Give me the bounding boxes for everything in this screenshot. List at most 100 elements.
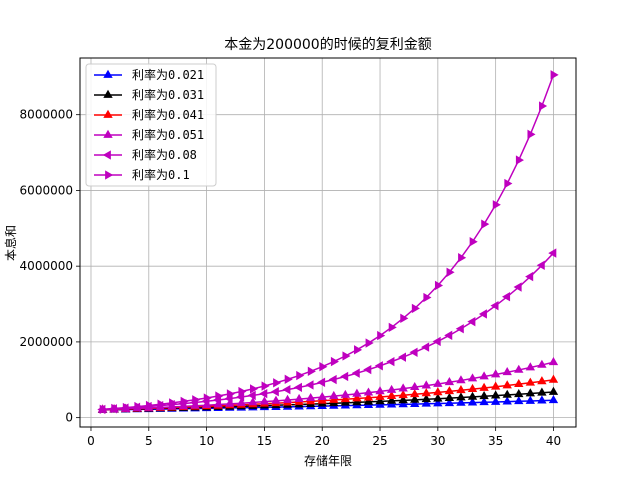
data-point: [479, 371, 489, 380]
data-point: [329, 390, 339, 399]
data-point: [514, 378, 524, 388]
data-point: [259, 388, 268, 399]
data-point: [548, 386, 559, 395]
data-point: [307, 366, 316, 377]
data-point: [398, 390, 408, 399]
data-point: [157, 399, 166, 409]
data-point: [180, 396, 189, 407]
data-point: [363, 396, 374, 405]
x-tick-label: 30: [430, 434, 445, 448]
data-point: [550, 70, 559, 80]
data-point: [536, 260, 545, 270]
data-point: [502, 292, 511, 302]
data-point: [365, 338, 374, 348]
data-point: [192, 395, 201, 405]
data-point: [525, 395, 536, 404]
data-point: [444, 377, 455, 386]
x-tick-label: 0: [87, 434, 95, 448]
data-point: [386, 356, 395, 367]
data-point: [421, 394, 431, 403]
legend: 利率为0.021 利率为0.031 利率为0.041 利率为0.051 利率为0.08 利…: [85, 63, 217, 187]
data-point: [479, 391, 489, 400]
data-point: [386, 384, 397, 393]
data-point: [397, 352, 407, 362]
data-point: [305, 392, 316, 402]
legend-label: 利率为0.1: [132, 167, 190, 182]
data-point: [410, 398, 420, 407]
data-point: [421, 388, 431, 397]
data-point: [433, 393, 443, 402]
legend-label: 利率为0.041: [132, 107, 204, 122]
data-point: [525, 271, 534, 282]
data-point: [455, 324, 464, 334]
y-tick-label: 2000000: [20, 335, 73, 349]
legend-marker: [102, 150, 111, 160]
data-point: [527, 129, 536, 140]
data-point: [456, 385, 466, 394]
data-point: [236, 397, 246, 407]
data-point: [411, 303, 420, 314]
data-point: [352, 393, 362, 402]
y-tick-label: 0: [65, 411, 73, 425]
data-point: [481, 219, 490, 229]
data-point: [247, 390, 256, 401]
data-point: [490, 390, 501, 399]
x-tick-label: 10: [199, 434, 214, 448]
data-point: [225, 398, 235, 407]
data-point: [456, 397, 466, 406]
data-point: [479, 382, 489, 391]
data-point: [423, 292, 432, 303]
data-point: [203, 393, 212, 403]
data-point: [352, 388, 362, 397]
data-point: [294, 393, 304, 402]
data-point: [469, 237, 478, 247]
legend-marker: [103, 89, 113, 98]
x-tick-label: 15: [257, 434, 272, 448]
data-point: [444, 330, 453, 341]
legend-marker: [103, 69, 113, 78]
data-point: [340, 371, 349, 382]
series-line: [102, 379, 554, 411]
data-point: [409, 347, 418, 357]
data-point: [111, 403, 120, 414]
axes-frame: [79, 57, 577, 428]
data-point: [467, 383, 478, 392]
data-point: [492, 200, 501, 210]
data-point: [410, 381, 420, 391]
data-point: [467, 397, 478, 406]
data-point: [537, 395, 547, 404]
y-tick-label: 6000000: [20, 183, 73, 197]
data-point: [284, 374, 293, 385]
legend-marker: [105, 170, 114, 180]
data-point: [525, 362, 536, 371]
data-point: [444, 386, 455, 395]
data-point: [340, 389, 351, 398]
series-line: [102, 252, 554, 411]
data-point: [236, 392, 245, 402]
data-point: [548, 248, 557, 258]
x-axis-label: 存储年限: [304, 453, 352, 468]
data-point: [478, 309, 487, 319]
data-point: [467, 373, 478, 382]
data-point: [169, 398, 178, 408]
legend-label: 利率为0.08: [132, 147, 197, 162]
data-point: [293, 382, 302, 393]
x-tick-label: 20: [315, 434, 330, 448]
data-point: [215, 391, 224, 401]
data-point: [375, 396, 385, 405]
data-point: [145, 400, 154, 411]
data-point: [537, 376, 547, 385]
data-point: [410, 389, 420, 398]
data-point: [502, 396, 512, 405]
data-point: [330, 356, 339, 367]
x-tick-label: 40: [546, 434, 561, 448]
data-point: [525, 388, 536, 397]
legend-label: 利率为0.031: [132, 87, 204, 102]
data-point: [490, 369, 501, 378]
data-point: [375, 391, 385, 400]
data-point: [513, 282, 522, 292]
data-point: [504, 178, 513, 189]
data-point: [467, 316, 476, 327]
data-point: [421, 380, 431, 389]
